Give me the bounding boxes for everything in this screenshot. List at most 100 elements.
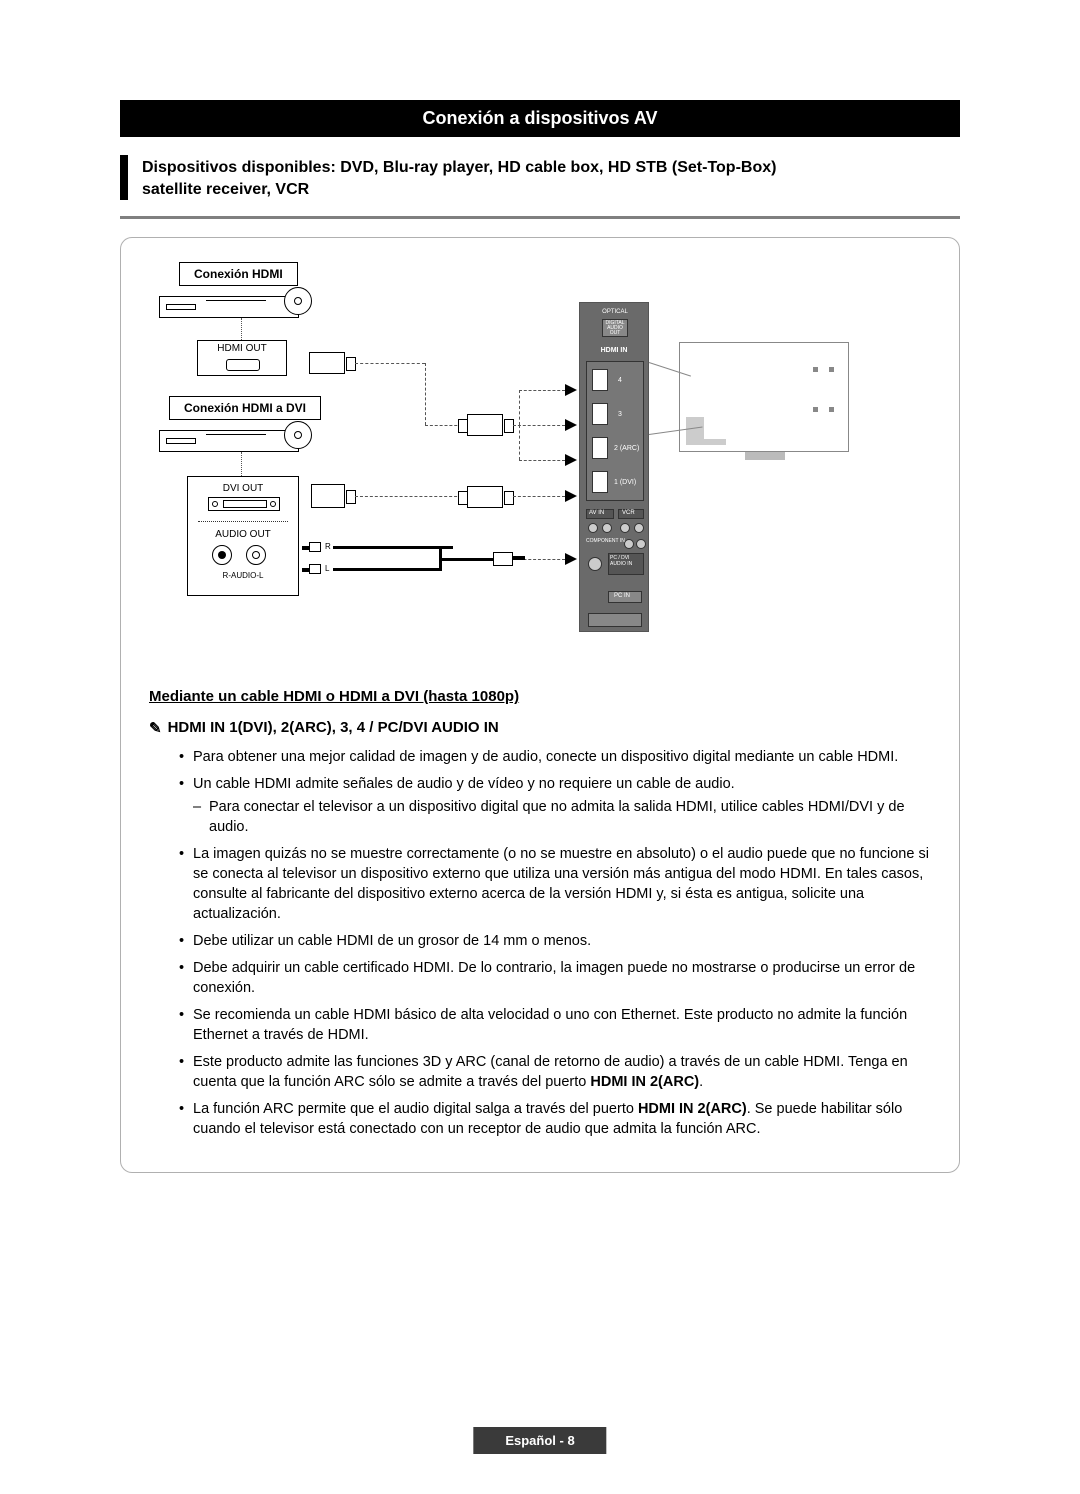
page-footer-text: Español - 8 — [505, 1433, 574, 1448]
bullet-2-sub-1-text: Para conectar el televisor a un disposit… — [209, 799, 905, 835]
label-hdmi-dvi-text: Conexión HDMI a DVI — [184, 401, 306, 415]
tv-dot-1 — [813, 367, 818, 372]
label-hdmi: Conexión HDMI — [179, 262, 298, 286]
tv-stand — [745, 452, 785, 460]
tv-optical-text: OPTICAL — [590, 309, 640, 315]
rca-l-inner — [252, 551, 260, 559]
bullet-5-text: Debe adquirir un cable certificado HDMI.… — [193, 960, 915, 996]
dvi-plug-left — [346, 490, 356, 504]
arrow-hdmi-1 — [565, 490, 577, 502]
rca-plug-l: L — [309, 564, 321, 574]
device-slot — [166, 304, 196, 310]
tv-pcdvi-text: PC / DVI AUDIO IN — [610, 556, 644, 567]
disc-hole-2 — [294, 431, 302, 439]
diagram-frame: Conexión HDMI HDMI OUT Conexión HDMI a D… — [120, 237, 960, 1173]
note-line: ✎ HDMI IN 1(DVI), 2(ARC), 3, 4 / PC/DVI … — [149, 719, 931, 737]
disc-icon — [284, 287, 312, 315]
rca-plug-r: R — [309, 542, 321, 552]
note-label: HDMI IN 1(DVI), 2(ARC), 3, 4 / PC/DVI AU… — [168, 719, 499, 736]
r-audio-l-text: R-AUDIO-L — [188, 571, 298, 581]
tv-hdmi-4 — [592, 369, 608, 391]
tv-bottom-port — [588, 613, 642, 627]
device-slot-2 — [166, 438, 196, 444]
tv-pcin-text: PC IN — [614, 593, 630, 599]
hdmi-connector-bot — [467, 486, 503, 508]
device-player-2 — [159, 430, 299, 452]
hdmi-plug-mid-r — [504, 419, 514, 433]
bullet-6: Se recomienda un cable HDMI básico de al… — [179, 1005, 931, 1045]
arrow-hdmi-3 — [565, 419, 577, 431]
bullet-2-sub-1: Para conectar el televisor a un disposit… — [193, 797, 931, 837]
bullet-2-text: Un cable HDMI admite señales de audio y … — [193, 776, 735, 792]
tv-rca-4 — [634, 523, 644, 533]
dvi-cable-seg-b — [513, 496, 565, 497]
tv-digital-audio: DIGITAL AUDIO OUT — [602, 321, 628, 336]
rca-l — [246, 545, 266, 565]
tv-hdmi-2-label: 2 (ARC) — [614, 445, 639, 452]
bullet-7-c: . — [699, 1074, 703, 1090]
tv-rca-3 — [620, 523, 630, 533]
dvi-screw-l — [212, 501, 218, 507]
device-line-2 — [206, 434, 266, 435]
bullet-2: Un cable HDMI admite señales de audio y … — [179, 774, 931, 837]
devices-line2: satellite receiver, VCR — [142, 181, 309, 198]
tv-hdmi-3-label: 3 — [618, 411, 622, 418]
arrow-hdmi-4-line — [519, 390, 565, 391]
arrow-audio — [565, 553, 577, 565]
dvi-cable-seg-a — [355, 496, 467, 497]
hdmi-connector-mid — [467, 414, 503, 436]
page-footer: Español - 8 — [473, 1427, 606, 1454]
hdmi-plug-bot-r — [504, 491, 514, 505]
box-divider — [198, 521, 288, 522]
bullet-8-a: La función ARC permite que el audio digi… — [193, 1101, 638, 1117]
section-header: Conexión a dispositivos AV — [120, 100, 960, 137]
bullet-7: Este producto admite las funciones 3D y … — [179, 1052, 931, 1092]
tv-comp-1 — [624, 539, 634, 549]
tv-hdmi-4-label: 4 — [618, 377, 622, 384]
tv-dot-2 — [829, 367, 834, 372]
bullet-6-text: Se recomienda un cable HDMI básico de al… — [193, 1007, 907, 1043]
audio-cable-a — [333, 546, 453, 549]
note-icon: ✎ — [149, 719, 162, 737]
tv-hdmi-1 — [592, 471, 608, 493]
hdmi-cable-seg-b — [425, 363, 426, 425]
hdmi-plug-mid-l — [458, 419, 468, 433]
tv-rca-2 — [602, 523, 612, 533]
devices-text: Dispositivos disponibles: DVD, Blu-ray p… — [142, 155, 776, 200]
tv-panel-indicator-2 — [704, 439, 726, 445]
arrow-hdmi-4 — [565, 384, 577, 396]
tv-panel-indicator — [686, 417, 704, 445]
dotted-hdmi — [241, 318, 242, 340]
device-line — [206, 300, 266, 301]
tv-back-panel: OPTICAL DIGITAL AUDIO OUT HDMI IN 4 3 2 … — [579, 302, 649, 632]
tv-avin-text: AV IN — [589, 510, 604, 516]
section-header-text: Conexión a dispositivos AV — [422, 108, 657, 128]
devices-line1: Dispositivos disponibles: DVD, Blu-ray p… — [142, 159, 776, 176]
rca-r — [212, 545, 232, 565]
label-hdmi-dvi: Conexión HDMI a DVI — [169, 396, 321, 420]
devices-underline — [120, 216, 960, 219]
disc-hole — [294, 297, 302, 305]
tv-vcr-text: VCR — [622, 510, 635, 516]
bullet-2-sub: Para conectar el televisor a un disposit… — [193, 797, 931, 837]
hdmi-out-box: HDMI OUT — [197, 340, 287, 376]
bullet-8: La función ARC permite que el audio digi… — [179, 1099, 931, 1139]
dvi-screw-r — [270, 501, 276, 507]
tv-dot-3 — [813, 407, 818, 412]
arrow-hdmi-2-line — [519, 460, 565, 461]
minijack-pin — [513, 556, 525, 560]
dvi-connector-left — [311, 484, 345, 508]
tv-comp-2 — [636, 539, 646, 549]
bullet-8-b: HDMI IN 2(ARC) — [638, 1101, 747, 1117]
arrow-hdmi-2-v — [519, 425, 520, 460]
hdmi-cable-seg-d — [513, 425, 565, 426]
arrow-hdmi-2 — [565, 454, 577, 466]
device-player-1 — [159, 296, 299, 318]
bullet-1: Para obtener una mejor calidad de imagen… — [179, 747, 931, 767]
tv-dot-4 — [829, 407, 834, 412]
hdmi-plug-left — [346, 357, 356, 371]
hdmi-cable-seg-a — [355, 363, 425, 364]
arrow-hdmi-4-v — [519, 390, 520, 425]
bullets-list: Para obtener una mejor calidad de imagen… — [149, 747, 931, 1139]
rca-pin-l — [302, 568, 310, 572]
